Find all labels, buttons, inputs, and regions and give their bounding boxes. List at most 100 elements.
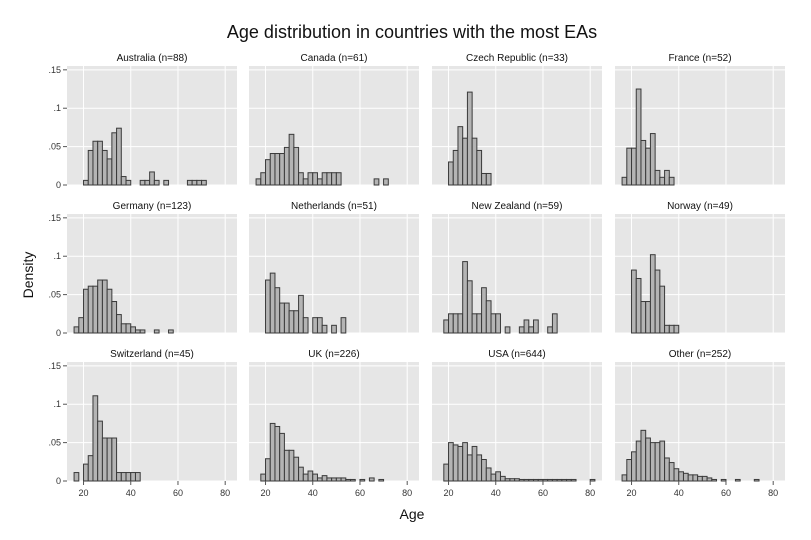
histogram-bar: [288, 133, 295, 186]
histogram-bar: [279, 153, 285, 186]
x-tick-label: 20: [627, 488, 637, 498]
histogram-bar: [753, 478, 760, 482]
histogram-bar: [274, 153, 281, 186]
histogram-bar: [302, 178, 309, 186]
facet-panel: Germany (n=123) 0 .05 .1 .15: [48, 201, 237, 338]
histogram-bar: [168, 329, 174, 334]
y-tick-label: 0: [56, 476, 61, 486]
histogram-bar: [528, 326, 535, 334]
histogram-bar: [78, 317, 85, 334]
histogram-bar: [293, 310, 300, 334]
histogram-bar: [260, 473, 267, 482]
histogram-bar: [645, 437, 651, 482]
y-tick-label: .05: [48, 438, 61, 448]
histogram-bar: [640, 429, 647, 482]
histogram-bar: [673, 468, 680, 482]
histogram-bar: [321, 475, 328, 482]
histogram-bar: [307, 172, 314, 186]
histogram-bar: [452, 149, 459, 186]
histogram-bar: [368, 477, 375, 482]
histogram-bar: [326, 477, 333, 482]
panel-title: Germany (n=123): [113, 201, 192, 212]
y-tick-label: 0: [56, 180, 61, 190]
histogram-bar: [269, 272, 276, 334]
histogram-bar: [485, 300, 492, 334]
histogram-bar: [378, 478, 385, 482]
x-tick-label: 20: [261, 488, 271, 498]
histogram-bar: [120, 323, 127, 334]
y-tick-label: .1: [53, 399, 61, 409]
panel-title: USA (n=644): [488, 349, 546, 360]
panel-title: Norway (n=49): [667, 201, 733, 212]
histogram-bar: [83, 288, 89, 334]
y-tick-label: .15: [48, 213, 61, 223]
histogram-bar: [283, 449, 290, 482]
histogram-bar: [654, 269, 661, 334]
histogram-bar: [120, 472, 127, 482]
histogram-bar: [452, 444, 459, 482]
histogram-bar: [116, 127, 122, 186]
histogram-bar: [711, 478, 718, 482]
y-tick-label: .05: [48, 290, 61, 300]
histogram-bar: [350, 478, 356, 482]
histogram-bar: [518, 326, 525, 334]
panel-title: France (n=52): [668, 53, 731, 64]
histogram-bar: [476, 149, 483, 186]
facet-panel: Other (n=252) 20 40 60 80: [615, 349, 785, 498]
histogram-bar: [514, 478, 520, 482]
histogram-bar: [335, 477, 342, 482]
panel-title: Czech Republic (n=33): [466, 53, 568, 64]
histogram-bar: [321, 324, 328, 334]
histogram-bar: [335, 172, 342, 186]
histogram-bar: [682, 472, 689, 482]
histogram-bar: [631, 451, 637, 482]
histogram-bar: [125, 472, 132, 482]
histogram-bar: [659, 285, 666, 334]
histogram-bar: [149, 171, 155, 186]
histogram-bar: [457, 126, 464, 186]
histogram-bar: [191, 179, 198, 186]
histogram-bar: [111, 132, 118, 186]
histogram-bar: [260, 172, 267, 186]
histogram-bar: [485, 172, 492, 186]
histogram-bar: [101, 437, 108, 482]
panel-grid: Australia (n=88) 0 .05 .1 .15 Canada (n=61) Cz…: [48, 53, 785, 498]
histogram-bar: [139, 179, 146, 186]
histogram-bar: [471, 313, 478, 334]
y-tick-label: .15: [48, 361, 61, 371]
histogram-bar: [125, 179, 132, 186]
histogram-bar: [92, 395, 99, 482]
histogram-bar: [293, 456, 300, 482]
panel-title: Switzerland (n=45): [110, 349, 194, 360]
histogram-bar: [523, 478, 530, 482]
histogram-bar: [283, 302, 290, 334]
histogram-bar: [448, 313, 454, 334]
histogram-bar: [274, 425, 281, 482]
histogram-bar: [265, 159, 271, 186]
histogram-bar: [97, 420, 103, 482]
histogram-bar: [316, 477, 323, 482]
histogram-bar: [734, 478, 741, 482]
histogram-bar: [288, 310, 295, 334]
facet-panel: Netherlands (n=51): [249, 201, 419, 334]
histogram-bar: [664, 169, 670, 186]
histogram-bar: [452, 313, 459, 334]
x-tick-label: 60: [355, 488, 365, 498]
histogram-bar: [626, 459, 633, 482]
histogram-bar: [701, 475, 708, 482]
x-tick-label: 40: [491, 488, 501, 498]
histogram-bar: [144, 179, 151, 186]
histogram-bar: [471, 445, 478, 482]
histogram-bar: [73, 472, 80, 482]
histogram-bar: [490, 313, 497, 334]
histogram-bar: [687, 474, 694, 482]
histogram-bar: [163, 179, 170, 186]
histogram-bar: [528, 478, 535, 482]
histogram-bar: [73, 326, 80, 334]
histogram-bar: [106, 158, 113, 186]
histogram-bar: [589, 478, 596, 482]
x-tick-label: 80: [585, 488, 595, 498]
x-tick-label: 80: [220, 488, 230, 498]
histogram-bar: [537, 478, 544, 482]
histogram-bar: [101, 279, 108, 334]
